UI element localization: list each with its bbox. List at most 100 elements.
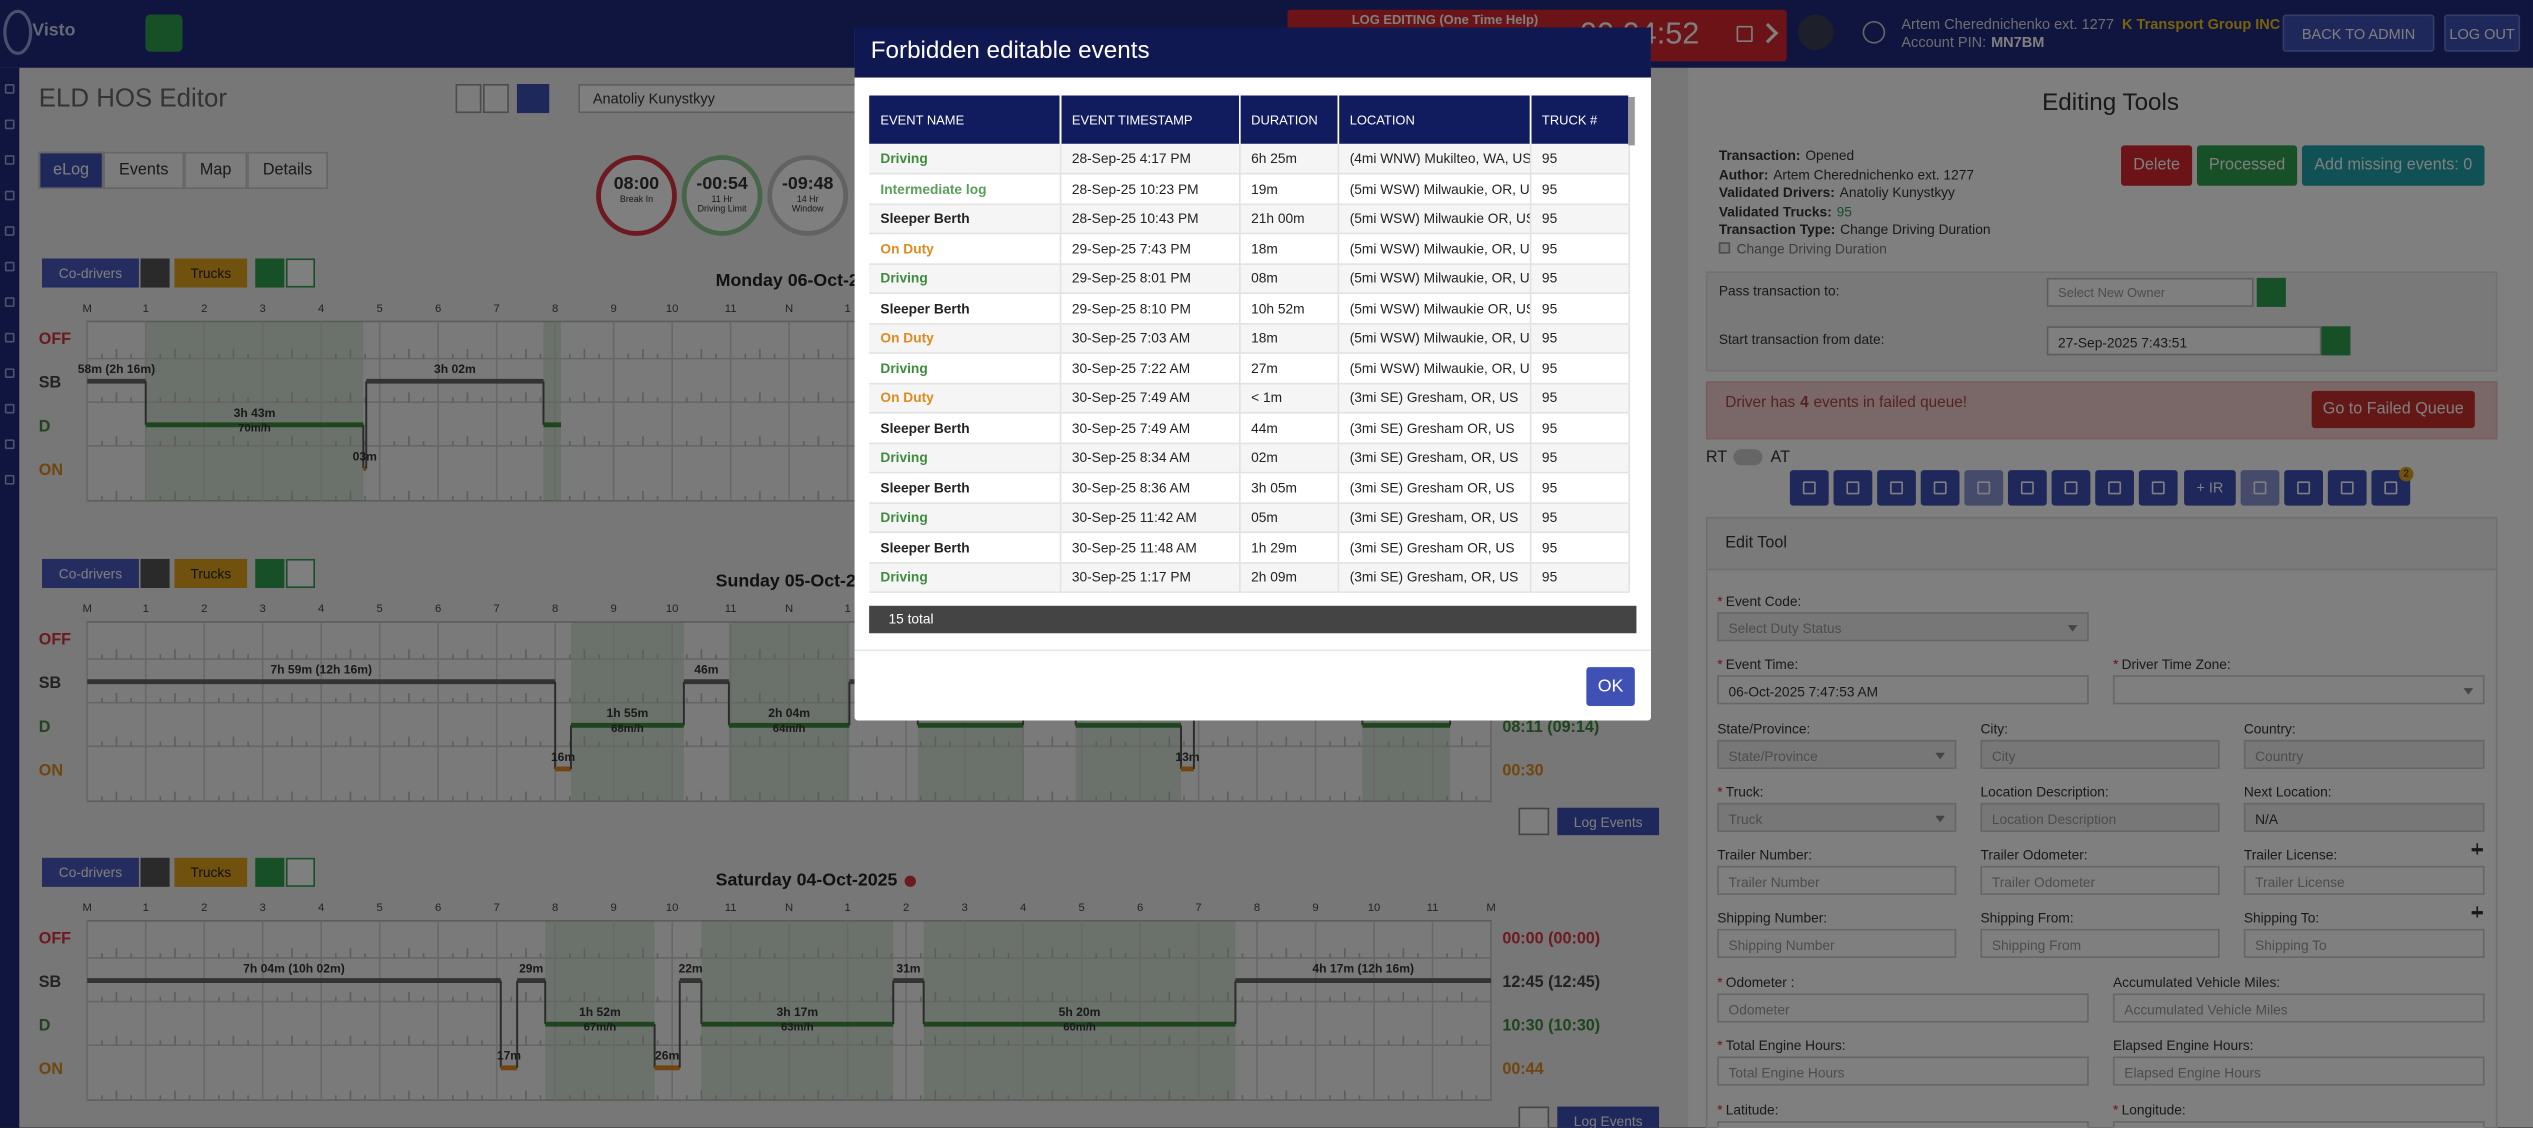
event-name: On Duty <box>869 323 1061 353</box>
table-row: Sleeper Berth 28-Sep-25 10:43 PM 21h 00m (5… <box>869 203 1630 234</box>
table-cell: 30-Sep-25 8:34 AM <box>1059 442 1240 473</box>
table-cell: 29-Sep-25 7:43 PM <box>1059 233 1240 264</box>
table-cell: (3mi SE) Gresham OR, US <box>1337 532 1531 563</box>
table-cell: 29-Sep-25 8:10 PM <box>1059 293 1240 324</box>
table-cell: 6h 25m <box>1239 143 1339 174</box>
table-row: Sleeper Berth 29-Sep-25 8:10 PM 10h 52m (5m… <box>869 293 1630 324</box>
table-cell: 05m <box>1239 502 1339 533</box>
table-cell: (3mi SE) Gresham, OR, US <box>1337 442 1531 473</box>
event-name: On Duty <box>869 382 1061 413</box>
table-cell: (3mi SE) Gresham OR, US <box>1337 412 1531 443</box>
table-cell: 95 <box>1529 143 1630 174</box>
table-cell: 27m <box>1239 352 1339 383</box>
event-name: Driving <box>869 562 1061 593</box>
table-cell: (5mi WSW) Milwaukie, OR, US <box>1337 233 1531 264</box>
table-header-row: EVENT NAME EVENT TIMESTAMP DURATION LOCATIO… <box>869 95 1630 144</box>
table-cell: 95 <box>1529 412 1630 443</box>
event-name: Driving <box>869 143 1061 174</box>
table-cell: 02m <box>1239 442 1339 473</box>
table-cell: 29-Sep-25 8:01 PM <box>1059 263 1240 294</box>
table-cell: 95 <box>1529 532 1630 563</box>
table-wrap: EVENT NAME EVENT TIMESTAMP DURATION LOCATIO… <box>869 95 1636 599</box>
table-cell: 30-Sep-25 8:36 AM <box>1059 472 1240 503</box>
table-cell: (5mi WSW) Milwaukie, OR, US <box>1337 323 1531 353</box>
column-header: EVENT NAME <box>869 95 1061 144</box>
table-cell: 28-Sep-25 10:43 PM <box>1059 203 1240 234</box>
table-cell: (5mi WSW) Milwaukie, OR, US <box>1337 173 1531 204</box>
events-table: EVENT NAME EVENT TIMESTAMP DURATION LOCATIO… <box>869 95 1630 593</box>
table-cell: (3mi SE) Gresham, OR, US <box>1337 382 1531 413</box>
table-cell: 30-Sep-25 11:42 AM <box>1059 502 1240 533</box>
table-row: Driving 28-Sep-25 4:17 PM 6h 25m (4mi WNW) … <box>869 143 1630 174</box>
table-row: Driving 30-Sep-25 8:34 AM 02m (3mi SE) Gres… <box>869 442 1630 473</box>
table-cell: 30-Sep-25 7:49 AM <box>1059 382 1240 413</box>
table-cell: (5mi WSW) Milwaukie, OR, US <box>1337 352 1531 383</box>
table-row: Driving 30-Sep-25 1:17 PM 2h 09m (3mi SE) G… <box>869 562 1630 593</box>
table-cell: 30-Sep-25 11:48 AM <box>1059 532 1240 563</box>
table-row: On Duty 30-Sep-25 7:03 AM 18m (5mi WSW) Mil… <box>869 323 1630 353</box>
event-name: Sleeper Berth <box>869 203 1061 234</box>
table-cell: 95 <box>1529 502 1630 533</box>
event-name: Sleeper Berth <box>869 472 1061 503</box>
table-cell: 95 <box>1529 233 1630 264</box>
table-cell: (3mi SE) Gresham OR, US <box>1337 472 1531 503</box>
table-cell: (3mi SE) Gresham, OR, US <box>1337 502 1531 533</box>
table-cell: (3mi SE) Gresham, OR, US <box>1337 562 1531 593</box>
column-header: EVENT TIMESTAMP <box>1059 95 1240 144</box>
event-name: Sleeper Berth <box>869 293 1061 324</box>
scrollbar <box>1628 96 1635 146</box>
table-cell: 95 <box>1529 293 1630 324</box>
event-name: Sleeper Berth <box>869 412 1061 443</box>
table-cell: 95 <box>1529 203 1630 234</box>
table-cell: 10h 52m <box>1239 293 1339 324</box>
table-cell: (5mi WSW) Milwaukie OR, US <box>1337 293 1531 324</box>
table-row: On Duty 30-Sep-25 7:49 AM < 1m (3mi SE) Gre… <box>869 382 1630 413</box>
table-cell: 95 <box>1529 352 1630 383</box>
table-cell: < 1m <box>1239 382 1339 413</box>
table-cell: 30-Sep-25 1:17 PM <box>1059 562 1240 593</box>
total-label: 15 total <box>888 610 934 627</box>
table-cell: 21h 00m <box>1239 203 1339 234</box>
table-cell: 2h 09m <box>1239 562 1339 593</box>
modal-title: Forbidden editable events <box>870 37 1150 65</box>
table-row: On Duty 29-Sep-25 7:43 PM 18m (5mi WSW) Mil… <box>869 233 1630 264</box>
table-cell: 08m <box>1239 263 1339 294</box>
event-name: Driving <box>869 502 1061 533</box>
table-cell: 95 <box>1529 382 1630 413</box>
table-cell: 30-Sep-25 7:49 AM <box>1059 412 1240 443</box>
ok-button[interactable]: OK <box>1586 667 1635 706</box>
table-cell: 28-Sep-25 10:23 PM <box>1059 173 1240 204</box>
column-header: DURATION <box>1239 95 1339 144</box>
modal: Forbidden editable events EVENT NAME EVENT… <box>854 27 1651 721</box>
event-name: Driving <box>869 352 1061 383</box>
table-cell: 30-Sep-25 7:03 AM <box>1059 323 1240 353</box>
table-row: Driving 30-Sep-25 11:42 AM 05m (3mi SE) Gre… <box>869 502 1630 533</box>
table-cell: 95 <box>1529 562 1630 593</box>
event-name: Driving <box>869 442 1061 473</box>
table-cell: 28-Sep-25 4:17 PM <box>1059 143 1240 174</box>
table-row: Sleeper Berth 30-Sep-25 11:48 AM 1h 29m (3m… <box>869 532 1630 563</box>
table-row: Intermediate log 28-Sep-25 10:23 PM 19m (5m… <box>869 173 1630 204</box>
table-cell: 44m <box>1239 412 1339 443</box>
modal-divider <box>854 649 1651 652</box>
table-cell: 30-Sep-25 7:22 AM <box>1059 352 1240 383</box>
modal-header <box>854 27 1651 78</box>
table-row: Driving 30-Sep-25 7:22 AM 27m (5mi WSW) Mil… <box>869 352 1630 383</box>
table-cell: 95 <box>1529 472 1630 503</box>
table-cell: 18m <box>1239 323 1339 353</box>
table-cell: 95 <box>1529 442 1630 473</box>
column-header: LOCATION <box>1337 95 1531 144</box>
table-cell: 95 <box>1529 323 1630 353</box>
table-row: Sleeper Berth 30-Sep-25 7:49 AM 44m (3mi SE… <box>869 412 1630 443</box>
table-row: Sleeper Berth 30-Sep-25 8:36 AM 3h 05m (3mi… <box>869 472 1630 503</box>
table-cell: 19m <box>1239 173 1339 204</box>
table-footer <box>869 605 1637 634</box>
event-name: Sleeper Berth <box>869 532 1061 563</box>
event-name: On Duty <box>869 233 1061 264</box>
event-name: Driving <box>869 263 1061 294</box>
table-cell: 95 <box>1529 263 1630 294</box>
table-cell: (5mi WSW) Milwaukie OR, US <box>1337 203 1531 234</box>
table-cell: 95 <box>1529 173 1630 204</box>
table-cell: (5mi WSW) Milwaukie, OR, US <box>1337 263 1531 294</box>
